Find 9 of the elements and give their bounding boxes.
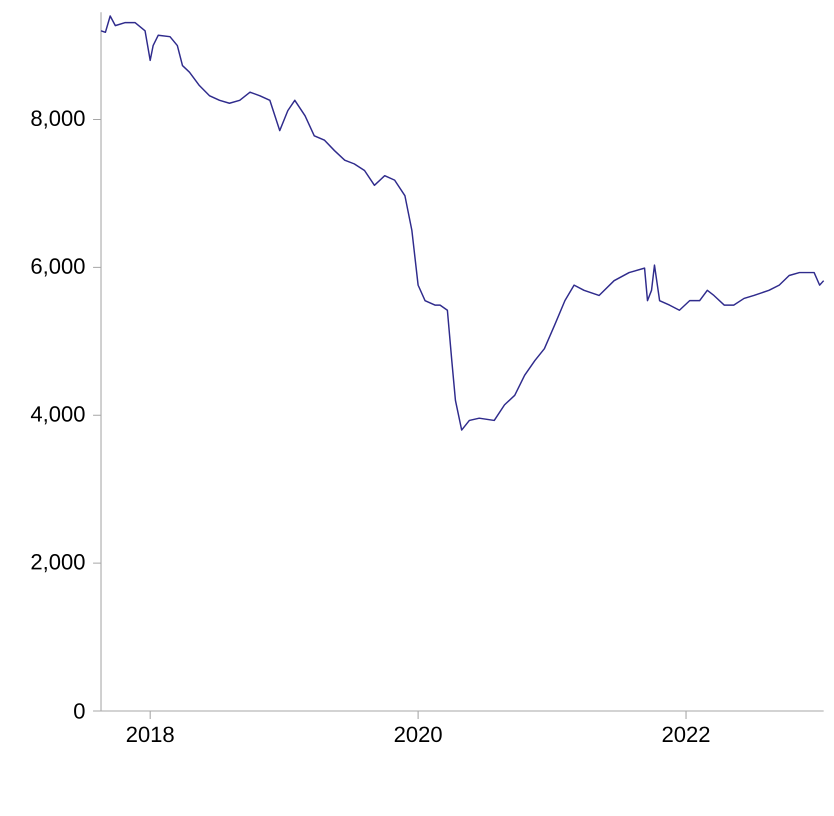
x-tick-label: 2018 xyxy=(126,726,174,742)
x-tick-label: 2022 xyxy=(662,726,710,742)
y-tick-label: 4,000 xyxy=(30,406,85,424)
y-tick-label: 2,000 xyxy=(32,554,85,572)
y-tick-label: 0 xyxy=(74,703,85,719)
x-tick-label: 2020 xyxy=(394,726,442,742)
y-tick-label: 8,000 xyxy=(31,110,85,129)
y-tick-label: 6,000 xyxy=(32,258,85,276)
line-series xyxy=(100,15,824,431)
